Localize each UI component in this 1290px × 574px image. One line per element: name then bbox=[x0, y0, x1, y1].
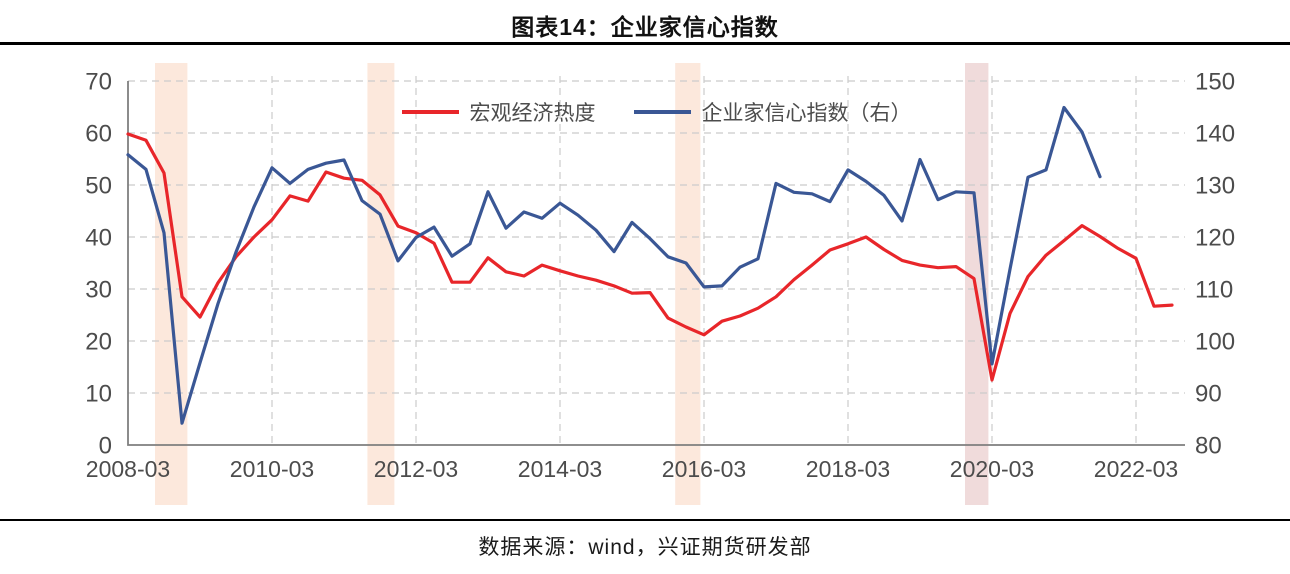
x-axis-tick-label: 2020-03 bbox=[950, 456, 1034, 482]
y-axis-right-tick-label: 120 bbox=[1195, 225, 1235, 252]
y-axis-right-tick-label: 130 bbox=[1195, 173, 1235, 200]
y-axis-left-tick-label: 60 bbox=[85, 121, 112, 148]
x-axis-tick-label: 2010-03 bbox=[230, 456, 314, 482]
data-source-caption: 数据来源：wind，兴证期货研发部 bbox=[478, 536, 812, 559]
highlight-band bbox=[155, 63, 188, 505]
y-axis-right-tick-label: 110 bbox=[1195, 277, 1233, 304]
bottom-divider-line bbox=[0, 519, 1290, 521]
axis-line bbox=[127, 81, 1185, 446]
series-line-entrepreneur-confidence bbox=[126, 105, 1102, 425]
highlight-band bbox=[675, 63, 701, 505]
y-axis-right-tick-label: 80 bbox=[1195, 433, 1222, 460]
x-axis-tick-label: 2008-03 bbox=[86, 456, 170, 482]
y-axis-left-tick-label: 70 bbox=[85, 69, 112, 96]
x-axis-tick-label: 2014-03 bbox=[518, 456, 602, 482]
y-axis-left-tick-label: 50 bbox=[85, 173, 112, 200]
x-axis-tick-label: 2012-03 bbox=[374, 456, 458, 482]
y-axis-right-tick-label: 100 bbox=[1195, 329, 1235, 356]
y-axis-left-tick-label: 10 bbox=[85, 381, 112, 408]
x-axis-tick-label: 2016-03 bbox=[662, 456, 746, 482]
y-axis-right-tick-label: 140 bbox=[1195, 121, 1235, 148]
y-axis-left-tick-label: 20 bbox=[85, 329, 112, 356]
x-axis-tick-label: 2018-03 bbox=[806, 456, 890, 482]
y-axis-right-tick-label: 150 bbox=[1195, 69, 1235, 96]
chart-title: 图表14：企业家信心指数 bbox=[511, 14, 779, 40]
x-axis-tick-label: 2022-03 bbox=[1094, 456, 1178, 482]
highlight-band bbox=[965, 63, 989, 505]
y-axis-left-tick-label: 40 bbox=[85, 225, 112, 252]
top-divider-line bbox=[0, 42, 1290, 45]
highlight-band bbox=[367, 63, 395, 505]
series-line-macro-heat bbox=[126, 132, 1174, 382]
y-axis-right-tick-label: 90 bbox=[1195, 381, 1222, 408]
y-axis-left-tick-label: 30 bbox=[85, 277, 112, 304]
y-axis-left-tick-label: 0 bbox=[99, 433, 112, 460]
